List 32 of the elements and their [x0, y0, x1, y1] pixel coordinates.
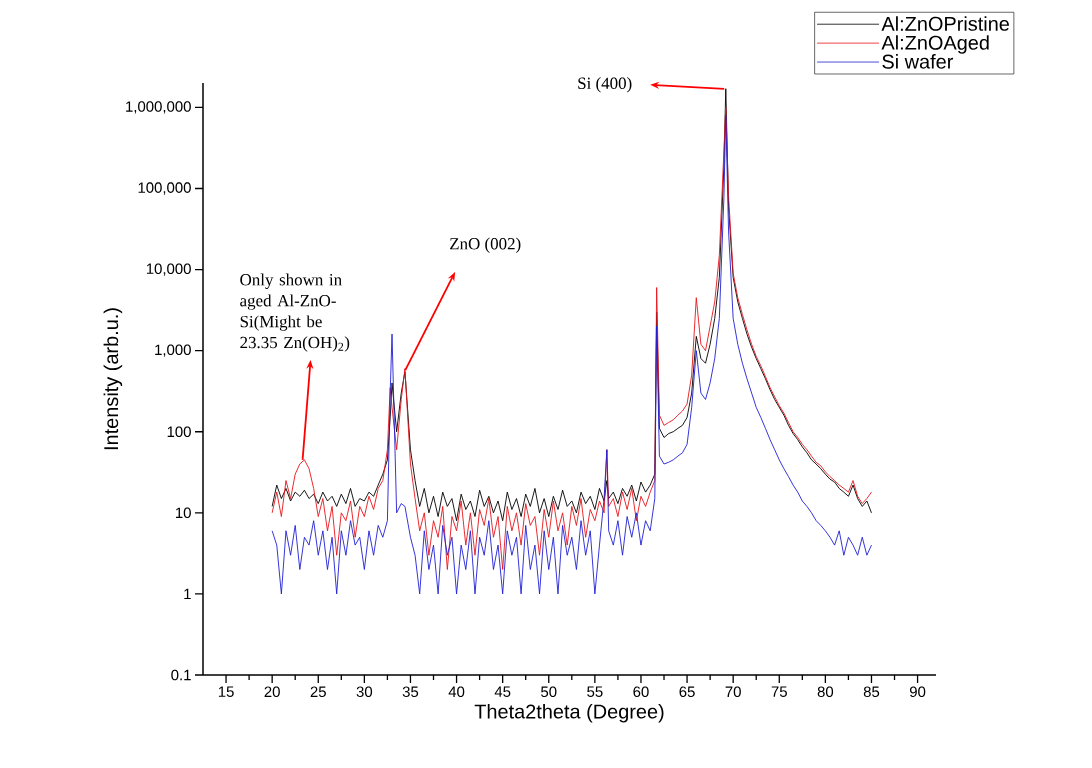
x-tick-label: 75	[771, 686, 787, 697]
x-tick-label: 70	[725, 686, 741, 698]
x-tick-label: 45	[494, 686, 511, 697]
x-tick-label: 60	[633, 686, 649, 698]
y-tick-label: 1,000,000	[126, 101, 191, 114]
y-tick-label: 0.1	[171, 669, 191, 681]
annotation: Si (400)	[578, 77, 632, 93]
annotation: ZnO (002)	[450, 237, 521, 253]
y-tick-label: 10	[176, 507, 191, 519]
y-tick-label: 1	[184, 588, 191, 600]
y-axis-title: Intensity (arb.u.)	[103, 308, 123, 450]
legend-label: Si wafer	[882, 54, 954, 69]
x-tick-label: 35	[402, 686, 419, 698]
x-tick-label: 20	[264, 686, 280, 698]
y-tick-label: 100	[167, 426, 191, 438]
x-tick-label: 80	[817, 686, 834, 698]
x-tick-label: 85	[863, 686, 880, 698]
annotation: Only shown in aged Al-ZnO-Si(Might be 23.35 Zn(OH)$_{2}$)	[240, 273, 350, 352]
legend-label: Al:ZnOAged	[881, 35, 989, 54]
x-tick-label: 50	[541, 686, 557, 698]
y-tick-label: 1,000	[155, 344, 191, 357]
x-axis-title: Theta2theta (Degree)	[474, 703, 664, 723]
x-tick-label: 15	[218, 686, 234, 697]
x-tick-label: 30	[356, 686, 373, 698]
x-tick-label: 55	[587, 686, 603, 697]
y-tick-label: 10,000	[146, 263, 191, 276]
x-tick-label: 65	[679, 686, 695, 698]
y-tick-label: 100,000	[138, 182, 191, 195]
legend-label: Al:ZnOPristine	[881, 16, 1009, 31]
x-tick-label: 90	[909, 686, 926, 698]
x-tick-label: 25	[310, 686, 326, 698]
x-tick-label: 40	[448, 686, 465, 698]
